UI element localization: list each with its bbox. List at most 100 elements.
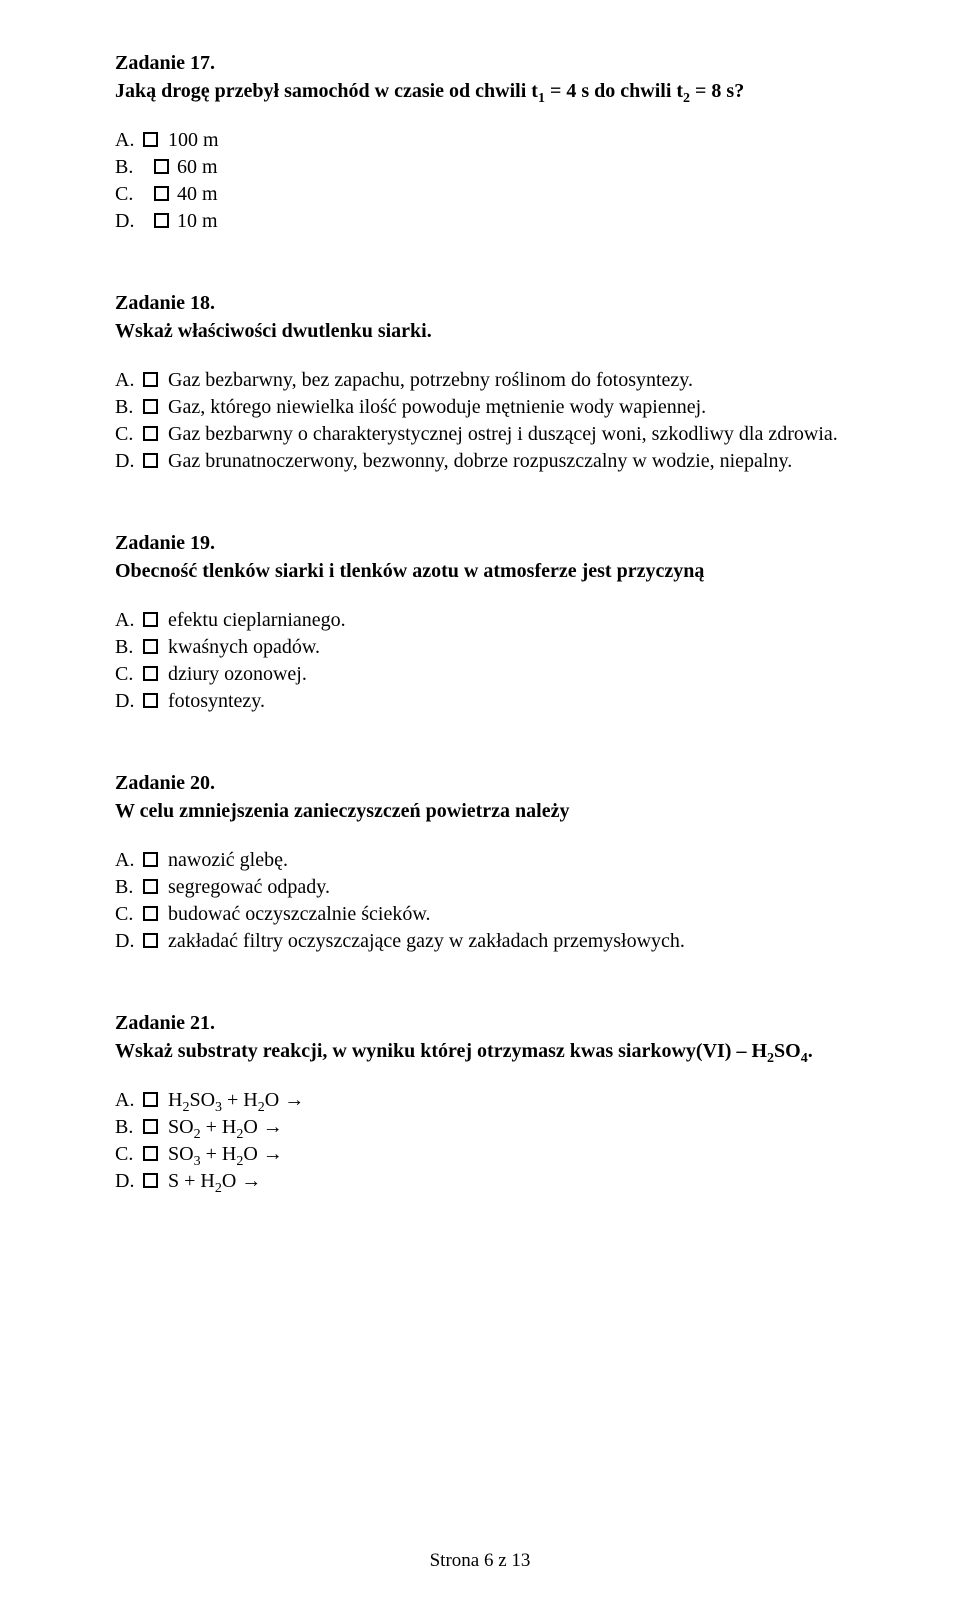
option-text: budować oczyszczalnie ścieków. (168, 902, 845, 927)
option-b[interactable]: B. SO2 + H2O → (115, 1115, 845, 1140)
option-b[interactable]: B. kwaśnych opadów. (115, 635, 845, 660)
checkbox-icon[interactable] (143, 852, 158, 867)
option-letter: B. (115, 875, 143, 900)
checkbox-icon[interactable] (143, 639, 158, 654)
option-c[interactable]: C. budować oczyszczalnie ścieków. (115, 902, 845, 927)
option-c[interactable]: C. Gaz bezbarwny o charakterystycznej os… (115, 422, 845, 447)
option-d[interactable]: D. 10 m (115, 209, 845, 234)
checkbox-icon[interactable] (143, 399, 158, 414)
option-a[interactable]: A. H2SO3 + H2O → (115, 1088, 845, 1113)
option-letter: A. (115, 848, 143, 873)
option-b[interactable]: B. Gaz, którego niewielka ilość powoduje… (115, 395, 845, 420)
option-text: dziury ozonowej. (168, 662, 845, 687)
option-letter: A. (115, 368, 143, 393)
task-options: A. H2SO3 + H2O → B. SO2 + H2O → C. SO3 +… (115, 1088, 845, 1194)
checkbox-icon[interactable] (143, 1119, 158, 1134)
checkbox-icon[interactable] (143, 906, 158, 921)
checkbox-icon[interactable] (143, 666, 158, 681)
checkbox-icon[interactable] (143, 612, 158, 627)
option-text: 60 m (177, 155, 845, 180)
task-heading: Zadanie 21. (115, 1010, 845, 1036)
task-heading: Zadanie 19. (115, 530, 845, 556)
checkbox-icon[interactable] (143, 693, 158, 708)
task-19: Zadanie 19. Obecność tlenków siarki i tl… (115, 530, 845, 714)
option-letter: D. (115, 929, 143, 954)
option-d[interactable]: D. fotosyntezy. (115, 689, 845, 714)
checkbox-icon[interactable] (143, 1092, 158, 1107)
option-text: segregować odpady. (168, 875, 845, 900)
task-options: A. efektu cieplarnianego. B. kwaśnych op… (115, 608, 845, 714)
task-17: Zadanie 17. Jaką drogę przebył samochód … (115, 50, 845, 234)
option-text: Gaz brunatnoczerwony, bezwonny, dobrze r… (168, 449, 845, 474)
checkbox-icon[interactable] (143, 1173, 158, 1188)
task-20: Zadanie 20. W celu zmniejszenia zanieczy… (115, 770, 845, 954)
option-d[interactable]: D. Gaz brunatnoczerwony, bezwonny, dobrz… (115, 449, 845, 474)
option-letter: B. (115, 635, 143, 660)
option-a[interactable]: A. 100 m (115, 128, 845, 153)
task-options: A. nawozić glebę. B. segregować odpady. … (115, 848, 845, 954)
checkbox-icon[interactable] (143, 879, 158, 894)
option-b[interactable]: B. segregować odpady. (115, 875, 845, 900)
option-letter: A. (115, 608, 143, 633)
option-text: zakładać filtry oczyszczające gazy w zak… (168, 929, 845, 954)
option-text: Gaz, którego niewielka ilość powoduje mę… (168, 395, 845, 420)
option-text: kwaśnych opadów. (168, 635, 845, 660)
checkbox-icon[interactable] (154, 186, 169, 201)
option-text: nawozić glebę. (168, 848, 845, 873)
option-letter: C. (115, 662, 143, 687)
option-letter: B. (115, 1115, 143, 1140)
option-text: S + H2O → (168, 1169, 845, 1194)
checkbox-icon[interactable] (143, 372, 158, 387)
option-letter: A. (115, 128, 143, 153)
task-options: A. Gaz bezbarwny, bez zapachu, potrzebny… (115, 368, 845, 474)
checkbox-icon[interactable] (143, 453, 158, 468)
task-18: Zadanie 18. Wskaż właściwości dwutlenku … (115, 290, 845, 474)
option-text: SO2 + H2O → (168, 1115, 845, 1140)
option-c[interactable]: C. dziury ozonowej. (115, 662, 845, 687)
option-letter: D. (115, 209, 143, 234)
checkbox-icon[interactable] (143, 1146, 158, 1161)
option-letter: D. (115, 449, 143, 474)
option-a[interactable]: A. nawozić glebę. (115, 848, 845, 873)
task-prompt: Wskaż właściwości dwutlenku siarki. (115, 318, 845, 344)
task-heading: Zadanie 17. (115, 50, 845, 76)
task-prompt: W celu zmniejszenia zanieczyszczeń powie… (115, 798, 845, 824)
option-letter: D. (115, 1169, 143, 1194)
option-text: Gaz bezbarwny, bez zapachu, potrzebny ro… (168, 368, 845, 393)
option-text: 10 m (177, 209, 845, 234)
option-c[interactable]: C. 40 m (115, 182, 845, 207)
option-d[interactable]: D. S + H2O → (115, 1169, 845, 1194)
option-letter: B. (115, 395, 143, 420)
option-text: H2SO3 + H2O → (168, 1088, 845, 1113)
task-21: Zadanie 21. Wskaż substraty reakcji, w w… (115, 1010, 845, 1194)
option-a[interactable]: A. Gaz bezbarwny, bez zapachu, potrzebny… (115, 368, 845, 393)
option-letter: C. (115, 182, 143, 207)
option-text: Gaz bezbarwny o charakterystycznej ostre… (168, 422, 845, 447)
checkbox-icon[interactable] (154, 213, 169, 228)
option-text: 100 m (168, 128, 845, 153)
option-letter: C. (115, 422, 143, 447)
option-c[interactable]: C. SO3 + H2O → (115, 1142, 845, 1167)
task-heading: Zadanie 18. (115, 290, 845, 316)
option-letter: C. (115, 902, 143, 927)
option-letter: A. (115, 1088, 143, 1113)
checkbox-icon[interactable] (143, 426, 158, 441)
task-prompt: Obecność tlenków siarki i tlenków azotu … (115, 558, 845, 584)
option-a[interactable]: A. efektu cieplarnianego. (115, 608, 845, 633)
option-d[interactable]: D. zakładać filtry oczyszczające gazy w … (115, 929, 845, 954)
checkbox-icon[interactable] (143, 933, 158, 948)
option-letter: C. (115, 1142, 143, 1167)
option-text: 40 m (177, 182, 845, 207)
task-heading: Zadanie 20. (115, 770, 845, 796)
checkbox-icon[interactable] (143, 132, 158, 147)
option-letter: B. (115, 155, 143, 180)
checkbox-icon[interactable] (154, 159, 169, 174)
page-footer: Strona 6 z 13 (0, 1550, 960, 1572)
option-b[interactable]: B. 60 m (115, 155, 845, 180)
option-text: efektu cieplarnianego. (168, 608, 845, 633)
task-prompt: Jaką drogę przebył samochód w czasie od … (115, 78, 845, 104)
page: Zadanie 17. Jaką drogę przebył samochód … (0, 0, 960, 1618)
option-text: SO3 + H2O → (168, 1142, 845, 1167)
option-text: fotosyntezy. (168, 689, 845, 714)
task-options: A. 100 m B. 60 m C. 40 m D. 10 m (115, 128, 845, 234)
